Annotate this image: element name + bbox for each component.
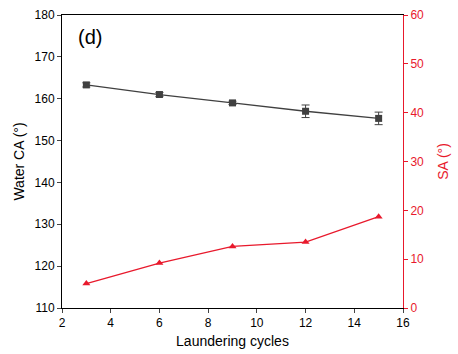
svg-text:SA (°): SA (°) bbox=[435, 143, 451, 180]
svg-text:8: 8 bbox=[205, 316, 212, 330]
svg-text:Laundering cycles: Laundering cycles bbox=[176, 333, 289, 349]
svg-text:10: 10 bbox=[410, 252, 424, 266]
svg-text:160: 160 bbox=[35, 92, 55, 106]
svg-text:40: 40 bbox=[410, 106, 424, 120]
svg-text:16: 16 bbox=[396, 316, 410, 330]
svg-text:130: 130 bbox=[35, 217, 55, 231]
svg-text:6: 6 bbox=[156, 316, 163, 330]
svg-text:60: 60 bbox=[410, 8, 424, 22]
svg-text:20: 20 bbox=[410, 204, 424, 218]
svg-text:50: 50 bbox=[410, 57, 424, 71]
svg-text:12: 12 bbox=[299, 316, 313, 330]
svg-text:(d): (d) bbox=[78, 26, 102, 48]
svg-text:Water CA (°): Water CA (°) bbox=[11, 122, 27, 200]
svg-text:30: 30 bbox=[410, 155, 424, 169]
svg-text:14: 14 bbox=[348, 316, 362, 330]
svg-text:4: 4 bbox=[107, 316, 114, 330]
svg-text:10: 10 bbox=[250, 316, 264, 330]
svg-text:120: 120 bbox=[35, 259, 55, 273]
svg-text:2: 2 bbox=[59, 316, 66, 330]
svg-text:150: 150 bbox=[35, 134, 55, 148]
svg-text:140: 140 bbox=[35, 176, 55, 190]
svg-text:0: 0 bbox=[410, 301, 417, 315]
svg-text:170: 170 bbox=[35, 50, 55, 64]
svg-text:180: 180 bbox=[35, 8, 55, 22]
svg-text:110: 110 bbox=[35, 301, 54, 315]
